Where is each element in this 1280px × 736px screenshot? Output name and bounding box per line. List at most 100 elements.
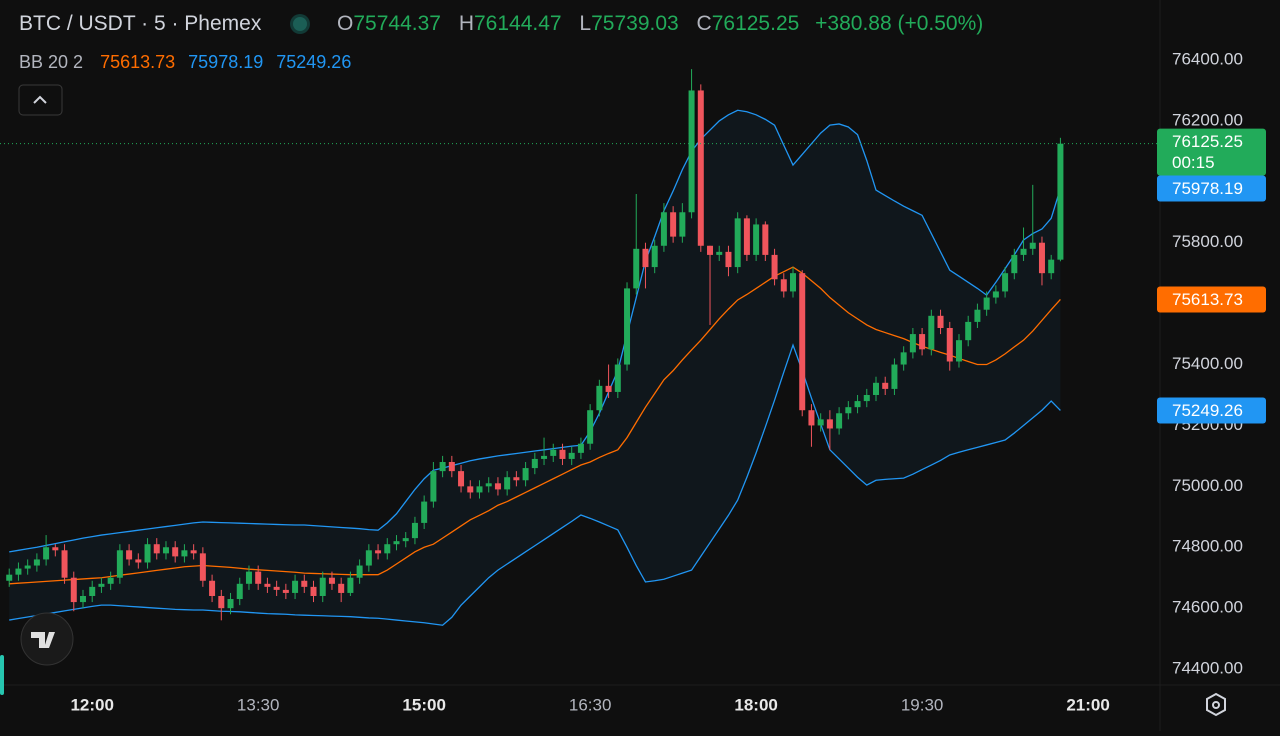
candle-body <box>771 254 778 280</box>
candle-body <box>826 419 833 429</box>
y-tick-label: 75800.00 <box>1172 232 1243 251</box>
candle-body <box>98 583 105 587</box>
candle-body <box>356 565 363 578</box>
candle-body <box>338 583 345 593</box>
candle-body <box>919 334 926 350</box>
candle-body <box>227 599 234 609</box>
indicator-label: BB 20 2 <box>19 52 84 72</box>
indicator-value: 75978.19 <box>188 52 264 72</box>
price-tag <box>1157 175 1266 202</box>
candle-body <box>568 452 575 459</box>
band-line <box>9 266 1061 585</box>
candle-body <box>153 544 160 554</box>
candle-body <box>1038 242 1045 274</box>
y-tick-label: 76400.00 <box>1172 49 1243 68</box>
candle-body <box>310 586 317 596</box>
candle-body <box>790 273 797 292</box>
candle-body <box>328 577 335 584</box>
ohlc-label: C <box>696 12 712 35</box>
candle-body <box>467 486 474 493</box>
price-tag-label: 75978.19 <box>1172 179 1243 198</box>
candle-body <box>522 468 529 481</box>
candle-body <box>181 550 188 557</box>
y-tick-label: 75000.00 <box>1172 476 1243 495</box>
candle-body <box>531 458 538 469</box>
candle-body <box>863 394 870 402</box>
candle-body <box>587 410 594 444</box>
ohlc-value: 76144.47 <box>473 12 562 35</box>
candle-body <box>836 413 843 429</box>
candle-body <box>817 419 824 426</box>
y-tick-label: 74600.00 <box>1172 598 1243 617</box>
countdown: 00:15 <box>1172 153 1215 172</box>
candle-body <box>393 541 400 545</box>
candle-body <box>144 544 151 563</box>
candle-body <box>660 212 667 246</box>
candle-body <box>891 364 898 389</box>
candle-body <box>1011 254 1018 274</box>
candle-body <box>504 477 511 490</box>
band-line <box>9 109 1062 553</box>
candle-body <box>670 212 677 237</box>
candle-body <box>707 245 714 255</box>
candle-body <box>550 449 557 456</box>
candle-body <box>743 218 750 255</box>
candle-body <box>559 449 566 459</box>
candle-body <box>1029 242 1036 249</box>
candle-body <box>218 595 225 609</box>
candle-body <box>494 483 501 490</box>
candle-body <box>946 327 953 362</box>
candle-body <box>624 288 631 365</box>
candle-body <box>937 315 944 328</box>
candle-body <box>642 248 649 268</box>
ohlc-label: O <box>337 12 354 35</box>
candle-body <box>292 580 299 593</box>
candle-body <box>411 522 418 539</box>
price-tag <box>1157 286 1266 313</box>
candle-body <box>52 547 59 551</box>
x-tick-label: 12:00 <box>70 695 113 714</box>
candle-body <box>273 586 280 590</box>
candle-body <box>983 297 990 310</box>
y-tick-label: 76200.00 <box>1172 110 1243 129</box>
candle-body <box>716 251 723 255</box>
band-line <box>9 343 1061 626</box>
candle-body <box>513 477 520 481</box>
candle-body <box>245 571 252 584</box>
candle-body <box>448 461 455 472</box>
ohlc-value: 76125.25 <box>711 12 800 35</box>
price-tag-label: 76125.25 <box>1172 132 1243 151</box>
x-tick-label: 18:00 <box>734 695 777 714</box>
candle-body <box>347 577 354 593</box>
symbol-title: BTC / USDT · 5 · Phemex <box>19 12 262 35</box>
price-tag-label: 75249.26 <box>1172 401 1243 420</box>
candle-body <box>928 315 935 350</box>
candle-body <box>199 553 206 581</box>
candle-body <box>255 571 262 584</box>
candle-body <box>116 550 123 578</box>
x-tick-label: 15:00 <box>402 695 445 714</box>
candle-body <box>965 321 972 341</box>
x-tick-label: 13:30 <box>237 695 280 714</box>
x-tick-label: 16:30 <box>569 695 612 714</box>
collapse-button[interactable] <box>18 84 63 116</box>
candle-body <box>725 251 732 268</box>
candle-body <box>688 90 695 213</box>
candle-body <box>1048 259 1055 274</box>
candle-body <box>15 568 22 575</box>
side-tab[interactable] <box>0 655 4 695</box>
settings-icon[interactable] <box>1206 692 1226 717</box>
candle-body <box>808 410 815 426</box>
candle-body <box>780 279 787 292</box>
candle-body <box>605 385 612 392</box>
candle-body <box>614 364 621 392</box>
candle-body <box>209 580 216 596</box>
ohlc-value: 75739.03 <box>591 12 679 35</box>
candle-body <box>909 334 916 353</box>
candle-body <box>107 577 114 584</box>
candle-body <box>734 218 741 268</box>
candle-body <box>992 291 999 298</box>
candle-body <box>1057 143 1064 260</box>
